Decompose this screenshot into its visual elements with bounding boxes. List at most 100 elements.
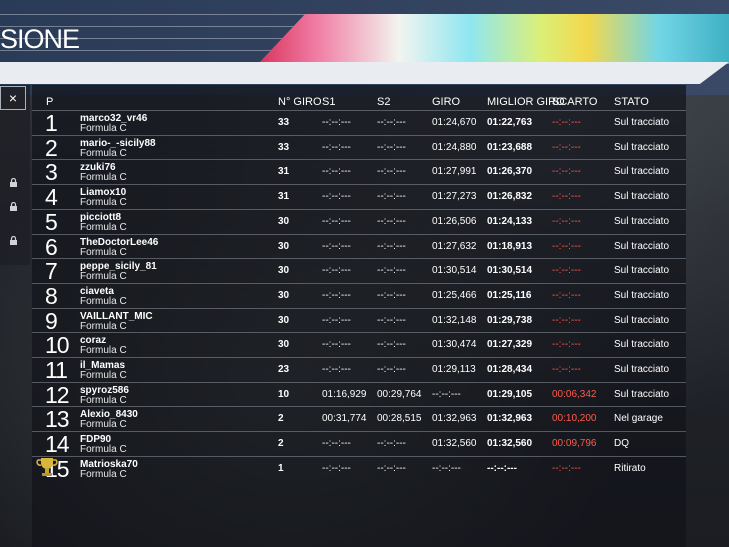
status: Sul tracciato (614, 364, 670, 375)
gap: --:--:--- (552, 462, 581, 474)
driver-name: il_Mamas (80, 360, 126, 371)
sector-2: --:--:--- (377, 166, 406, 178)
table-row[interactable]: 10 coraz Formula C 30 --:--:--- --:--:--- 01:3… (32, 332, 686, 358)
position: 2 (45, 134, 58, 161)
laps: 30 (278, 240, 290, 252)
laps: 1 (278, 462, 284, 474)
column-header-position: P (46, 96, 54, 108)
gap: --:--:--- (552, 166, 581, 178)
table-row[interactable]: 12 spyroz586 Formula C 10 01:16,929 00:29,764… (32, 381, 686, 408)
position: 13 (45, 406, 70, 433)
laps: 23 (278, 364, 290, 375)
driver-name: ciaveta (80, 285, 114, 297)
car-class: Formula C (80, 147, 127, 159)
column-header-s2: S2 (377, 96, 391, 108)
best-lap: 01:28,434 (487, 364, 533, 375)
laps: 31 (278, 191, 290, 203)
lock-icon (9, 236, 18, 245)
table-row[interactable]: 15 Matrioska70 Formula C 1 --:--:--- --:--:--… (32, 455, 686, 482)
sector-1: --:--:--- (322, 364, 351, 375)
lap-time: 01:32,963 (432, 413, 477, 425)
sector-1: --:--:--- (322, 314, 351, 326)
column-header-s1: S1 (322, 96, 336, 108)
table-row[interactable]: 7 peppe_sicily_81 Formula C 30 --:--:--- --:-… (32, 258, 686, 284)
header-color-band (258, 14, 729, 64)
laps: 30 (278, 339, 290, 351)
table-row[interactable]: 3 zzuki76 Formula C 31 --:--:--- --:--:--- 01:… (32, 159, 686, 185)
best-lap: 01:23,688 (487, 141, 533, 153)
position: 1 (45, 110, 58, 136)
close-button[interactable]: × (0, 86, 26, 110)
laps: 2 (278, 413, 284, 425)
driver-name: coraz (80, 335, 107, 347)
driver-name: zzuki76 (80, 162, 116, 174)
laps: 2 (278, 438, 284, 450)
status: Sul tracciato (614, 289, 670, 301)
table-row[interactable]: 9 VAILLANT_MIC Formula C 30 --:--:--- --:--:-… (32, 307, 686, 334)
gap: --:--:--- (552, 314, 581, 326)
lap-time: 01:26,506 (432, 215, 477, 227)
sector-1: --:--:--- (322, 289, 351, 301)
sector-1: --:--:--- (322, 438, 351, 450)
lap-time: 01:30,514 (432, 265, 477, 277)
lock-icon (9, 202, 18, 211)
position: 9 (45, 307, 58, 334)
sector-1: --:--:--- (322, 166, 351, 178)
status: Sul tracciato (614, 141, 670, 153)
table-row[interactable]: 13 Alexio_8430 Formula C 2 00:31,774 00:28,51… (32, 406, 686, 433)
sidebar (0, 85, 30, 265)
position: 12 (45, 381, 70, 408)
laps: 30 (278, 289, 290, 301)
lap-time: 01:32,560 (432, 438, 477, 450)
gap: --:--:--- (552, 141, 581, 153)
status: Sul tracciato (614, 215, 670, 227)
sector-2: --:--:--- (377, 240, 406, 252)
sector-2: --:--:--- (377, 215, 406, 227)
lap-time: 01:30,474 (432, 339, 477, 351)
table-row[interactable]: 5 picciott8 Formula C 30 --:--:--- --:--:--- 0… (32, 208, 686, 235)
table-row[interactable]: 14 FDP90 Formula C 2 --:--:--- --:--:--- 01:32… (32, 431, 686, 458)
position: 6 (45, 233, 58, 260)
table-row[interactable]: 4 Liamox10 Formula C 31 --:--:--- --:--:--- 01… (32, 184, 686, 210)
table-row[interactable]: 8 ciaveta Formula C 30 --:--:--- --:--:--- 01:… (32, 282, 686, 309)
status: DQ (614, 438, 629, 450)
status: Sul tracciato (614, 314, 670, 326)
sector-2: --:--:--- (377, 364, 406, 375)
driver-name: Liamox10 (80, 187, 127, 199)
session-header: SIONE (0, 0, 729, 95)
lap-time: --:--:--- (432, 462, 461, 474)
driver-name: mario-_-sicily88 (80, 137, 156, 149)
car-class: Formula C (80, 370, 127, 381)
status: Sul tracciato (614, 339, 670, 351)
lap-time: 01:32,148 (432, 314, 477, 326)
status: Sul tracciato (614, 117, 670, 128)
laps: 33 (278, 141, 290, 153)
table-row[interactable]: 6 TheDoctorLee46 Formula C 30 --:--:--- --:--… (32, 233, 686, 260)
table-row[interactable]: 1 marco32_vr46 Formula C 33 --:--:--- --:--:-… (32, 110, 686, 136)
car-class: Formula C (80, 197, 127, 209)
gap: 00:06,342 (552, 388, 597, 400)
gap: --:--:--- (552, 364, 581, 375)
gap: --:--:--- (552, 265, 581, 277)
position: 5 (45, 208, 58, 235)
trophy-icon (36, 456, 58, 478)
gap: --:--:--- (552, 117, 581, 128)
table-row[interactable]: 11 il_Mamas Formula C 23 --:--:--- --:--:--- 0… (32, 357, 686, 383)
best-lap: --:--:--- (487, 462, 517, 474)
gap: --:--:--- (552, 339, 581, 351)
sector-2: --:--:--- (377, 462, 406, 474)
driver-name: marco32_vr46 (80, 113, 148, 124)
sector-2: --:--:--- (377, 314, 406, 326)
driver-name: picciott8 (80, 211, 122, 223)
sector-2: --:--:--- (377, 265, 406, 277)
sector-2: --:--:--- (377, 438, 406, 450)
gap: --:--:--- (552, 240, 581, 252)
best-lap: 01:30,514 (487, 265, 533, 277)
lap-time: 01:27,991 (432, 166, 477, 178)
position: 14 (45, 431, 70, 458)
table-row[interactable]: 2 mario-_-sicily88 Formula C 33 --:--:--- --:… (32, 134, 686, 161)
laps: 33 (278, 117, 290, 128)
car-class: Formula C (80, 468, 127, 480)
sector-2: --:--:--- (377, 117, 406, 128)
lap-time: 01:25,466 (432, 289, 477, 301)
